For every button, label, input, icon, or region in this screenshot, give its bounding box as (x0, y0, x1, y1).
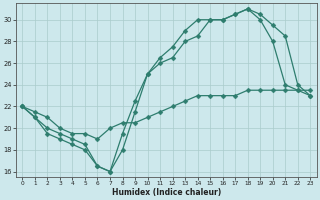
X-axis label: Humidex (Indice chaleur): Humidex (Indice chaleur) (112, 188, 221, 197)
